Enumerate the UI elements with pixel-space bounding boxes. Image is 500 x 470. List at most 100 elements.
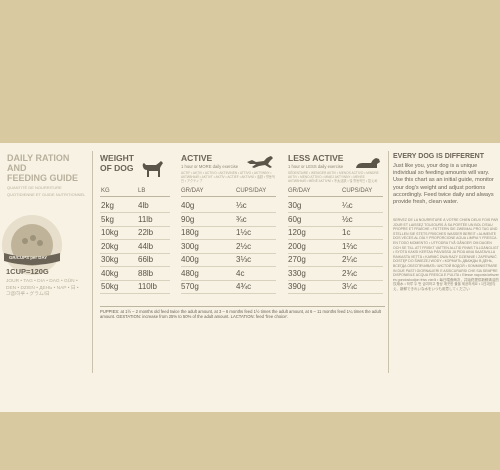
every-dog-title: EVERY DOG IS DIFFERENT xyxy=(393,153,485,160)
table-cell: 390g xyxy=(288,282,306,291)
row-rule xyxy=(288,212,383,213)
row-rule xyxy=(181,239,276,240)
table-cell: 10kg xyxy=(101,228,119,237)
col-active-gr: GR/DAY xyxy=(181,188,204,194)
table-cell: 1½c xyxy=(236,228,252,237)
header-rule xyxy=(288,196,383,197)
food-bowl-icon xyxy=(2,215,62,275)
every-dog-translations: SERVEZ DE LA NOURRITURE À VOTRE CHIEN DE… xyxy=(393,218,499,291)
active-header: ACTIVE xyxy=(181,153,213,163)
col-active-cups: CUPS/DAY xyxy=(236,188,267,194)
table-cell: 44lb xyxy=(138,241,154,251)
header-rule xyxy=(100,196,170,197)
row-rule xyxy=(100,279,170,281)
row-rule xyxy=(181,212,276,213)
weight-header-line1: WEIGHT xyxy=(100,153,134,163)
footnote-rule xyxy=(100,306,385,307)
row-rule xyxy=(288,266,383,267)
table-cell: 570g xyxy=(181,282,199,291)
col-kg: KG xyxy=(101,188,110,194)
every-dog-body: Just like you, your dog is a unique indi… xyxy=(393,163,494,206)
less-active-header: LESS ACTIVE xyxy=(288,153,344,163)
row-rule xyxy=(288,293,383,294)
table-cell: 400g xyxy=(181,255,199,264)
table-cell: 30kg xyxy=(101,255,119,264)
resting-dog-icon xyxy=(356,158,380,168)
table-cell: 5kg xyxy=(101,214,114,224)
table-cell: 330g xyxy=(288,268,306,278)
table-cell: ⅓c xyxy=(236,201,247,210)
table-cell: ¼c xyxy=(342,201,353,210)
weight-header: WEIGHT OF DOG xyxy=(100,153,134,173)
col-lb: LB xyxy=(138,188,146,194)
row-rule xyxy=(181,266,276,267)
guide-title-line1: DAILY RATION AND xyxy=(7,153,70,173)
table-cell: 3¼c xyxy=(342,282,358,291)
guide-subtitle-line2: QUOTIDIENNE ET GUIDE NUTRITIONNEL xyxy=(7,192,86,197)
divider xyxy=(92,151,93,373)
header-rule xyxy=(181,196,276,197)
less-active-translations: SÉDENTAIRE • WENIGER AKTIV • MENOS ACTIV… xyxy=(288,171,379,183)
top-background xyxy=(0,0,500,143)
col-less-gr: GR/DAY xyxy=(288,188,311,194)
active-subtitle: 1 hour or MORE daily exercise xyxy=(181,164,239,169)
col-less-cups: CUPS/DAY xyxy=(342,188,373,194)
table-cell: 90g xyxy=(181,214,195,224)
bottom-background xyxy=(0,412,500,470)
guide-subtitle-line1: QUANTITÉ DE NOURRITURE xyxy=(7,185,62,190)
table-cell: 110lb xyxy=(138,282,157,291)
weight-header-line2: OF DOG xyxy=(100,163,134,173)
table-cell: 480g xyxy=(181,268,199,278)
row-rule xyxy=(288,225,383,227)
table-cell: 66lb xyxy=(138,255,154,264)
puppy-footnote: PUPPIES: at 1½ – 2 months old feed twice… xyxy=(100,309,381,320)
cup-measure: 1CUP=120G xyxy=(6,267,49,276)
running-dog-icon xyxy=(247,156,273,168)
row-rule xyxy=(288,279,383,281)
table-cell: 60g xyxy=(288,214,302,224)
table-cell: 120g xyxy=(288,228,306,237)
table-cell: 2¼c xyxy=(342,255,358,264)
table-cell: 11lb xyxy=(138,214,153,224)
table-cell: 40g xyxy=(181,201,195,210)
table-cell: 4lb xyxy=(138,201,149,210)
guide-title-line2: FEEDING GUIDE xyxy=(7,173,79,183)
active-translations: ACTIF • AKTIV • ACTIVO • AKTIIVINEN • AT… xyxy=(181,171,275,183)
table-cell: 2½c xyxy=(236,241,252,251)
table-cell: 2kg xyxy=(101,201,114,210)
row-rule xyxy=(100,293,170,294)
day-translations: JOUR • TAG • DIA • DAG • GÜN • DEN • DZI… xyxy=(6,279,79,297)
standing-dog-icon xyxy=(142,161,163,177)
table-cell: 30g xyxy=(288,201,302,210)
table-cell: 1⅔c xyxy=(342,241,358,251)
table-cell: 50kg xyxy=(101,282,119,291)
table-cell: ½c xyxy=(342,214,353,224)
table-cell: 4c xyxy=(236,268,245,278)
row-rule xyxy=(181,279,276,281)
table-cell: 40kg xyxy=(101,268,119,278)
divider xyxy=(388,151,389,373)
row-rule xyxy=(181,293,276,294)
table-cell: 4¾c xyxy=(236,282,252,291)
row-rule xyxy=(181,252,276,254)
table-cell: 180g xyxy=(181,228,199,237)
table-cell: 88lb xyxy=(138,268,154,278)
table-cell: 200g xyxy=(288,241,306,251)
bowl-caption: GR/CUPS per DAY xyxy=(9,255,48,260)
row-rule xyxy=(100,212,170,213)
table-cell: 20kg xyxy=(101,241,119,251)
table-cell: 300g xyxy=(181,241,199,251)
row-rule xyxy=(100,225,170,227)
guide-title-block: DAILY RATION AND FEEDING GUIDE QUANTITÉ … xyxy=(7,153,87,197)
table-cell: 1c xyxy=(342,228,351,237)
table-cell: 3⅓c xyxy=(236,255,252,264)
row-rule xyxy=(100,252,170,254)
row-rule xyxy=(288,252,383,254)
table-cell: 270g xyxy=(288,255,306,264)
table-cell: ¾c xyxy=(236,214,247,224)
feeding-label: DAILY RATION AND FEEDING GUIDE QUANTITÉ … xyxy=(0,143,500,412)
less-active-subtitle: 1 hour or LESS daily exercise xyxy=(288,164,344,169)
row-rule xyxy=(100,239,170,240)
table-cell: 22lb xyxy=(138,228,154,237)
row-rule xyxy=(288,239,383,240)
